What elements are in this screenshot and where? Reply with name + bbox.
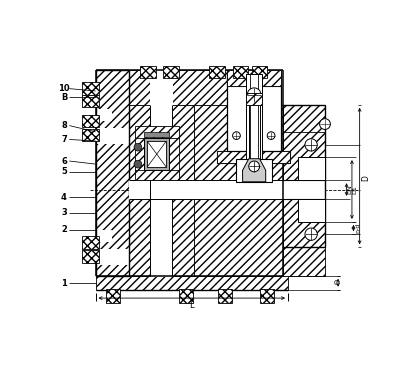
Bar <box>194 199 283 276</box>
Bar <box>135 170 179 179</box>
Bar <box>129 105 194 276</box>
Bar <box>96 249 129 264</box>
Bar <box>129 180 294 199</box>
Bar <box>179 289 193 303</box>
Bar <box>83 115 99 127</box>
Bar <box>227 70 281 85</box>
Bar <box>144 138 169 170</box>
Circle shape <box>320 119 330 129</box>
Bar <box>83 95 99 107</box>
Text: D1: D1 <box>353 185 358 194</box>
Text: 3: 3 <box>61 208 67 217</box>
Bar <box>227 70 281 85</box>
Bar <box>283 120 325 247</box>
Text: D: D <box>361 175 370 181</box>
Bar <box>96 229 111 241</box>
Bar <box>217 151 290 163</box>
Bar <box>283 247 325 276</box>
Bar <box>96 70 129 276</box>
Text: 4: 4 <box>61 193 67 202</box>
Text: C: C <box>333 280 338 286</box>
Text: n-d: n-d <box>355 223 360 233</box>
Bar <box>83 250 99 263</box>
Circle shape <box>267 132 275 140</box>
Bar <box>129 70 271 105</box>
Bar <box>194 180 283 199</box>
Circle shape <box>134 143 142 151</box>
Bar <box>232 66 248 78</box>
Text: 1: 1 <box>61 279 67 288</box>
Bar <box>83 129 99 141</box>
Circle shape <box>247 88 261 102</box>
Circle shape <box>134 160 142 168</box>
Circle shape <box>249 161 260 172</box>
Bar <box>150 105 172 276</box>
Text: 7: 7 <box>61 135 67 144</box>
Text: 10: 10 <box>58 84 70 93</box>
Bar <box>163 66 179 78</box>
Bar <box>260 289 274 303</box>
Bar <box>194 105 283 180</box>
Bar <box>283 105 325 132</box>
Bar <box>144 132 169 137</box>
Bar <box>298 157 325 180</box>
Polygon shape <box>243 159 266 182</box>
Bar <box>249 101 260 166</box>
Text: 5: 5 <box>61 167 67 176</box>
Text: 8: 8 <box>61 121 67 130</box>
Text: DN: DN <box>347 185 352 194</box>
Bar <box>247 74 262 163</box>
Bar <box>83 236 99 249</box>
Bar <box>217 151 290 163</box>
Bar <box>96 276 288 289</box>
Bar <box>83 82 99 95</box>
Bar <box>150 70 172 105</box>
Circle shape <box>232 132 240 140</box>
Bar <box>135 126 179 138</box>
Bar <box>252 66 267 78</box>
Text: 2: 2 <box>61 225 67 234</box>
Text: L: L <box>190 301 194 310</box>
Bar <box>169 137 179 174</box>
Bar <box>106 289 120 303</box>
Circle shape <box>305 228 317 240</box>
Bar <box>237 159 272 182</box>
Bar <box>140 66 156 78</box>
Bar <box>247 93 262 105</box>
Bar <box>298 199 325 222</box>
Bar <box>96 109 111 120</box>
Text: 6: 6 <box>61 157 67 166</box>
Text: B: B <box>61 93 67 101</box>
Bar <box>247 93 262 105</box>
Bar <box>135 137 144 174</box>
Bar <box>96 128 129 143</box>
Bar <box>218 289 232 303</box>
Circle shape <box>305 139 317 151</box>
Bar <box>209 66 225 78</box>
Bar <box>147 141 166 167</box>
Bar <box>227 74 281 151</box>
Bar <box>283 180 325 199</box>
